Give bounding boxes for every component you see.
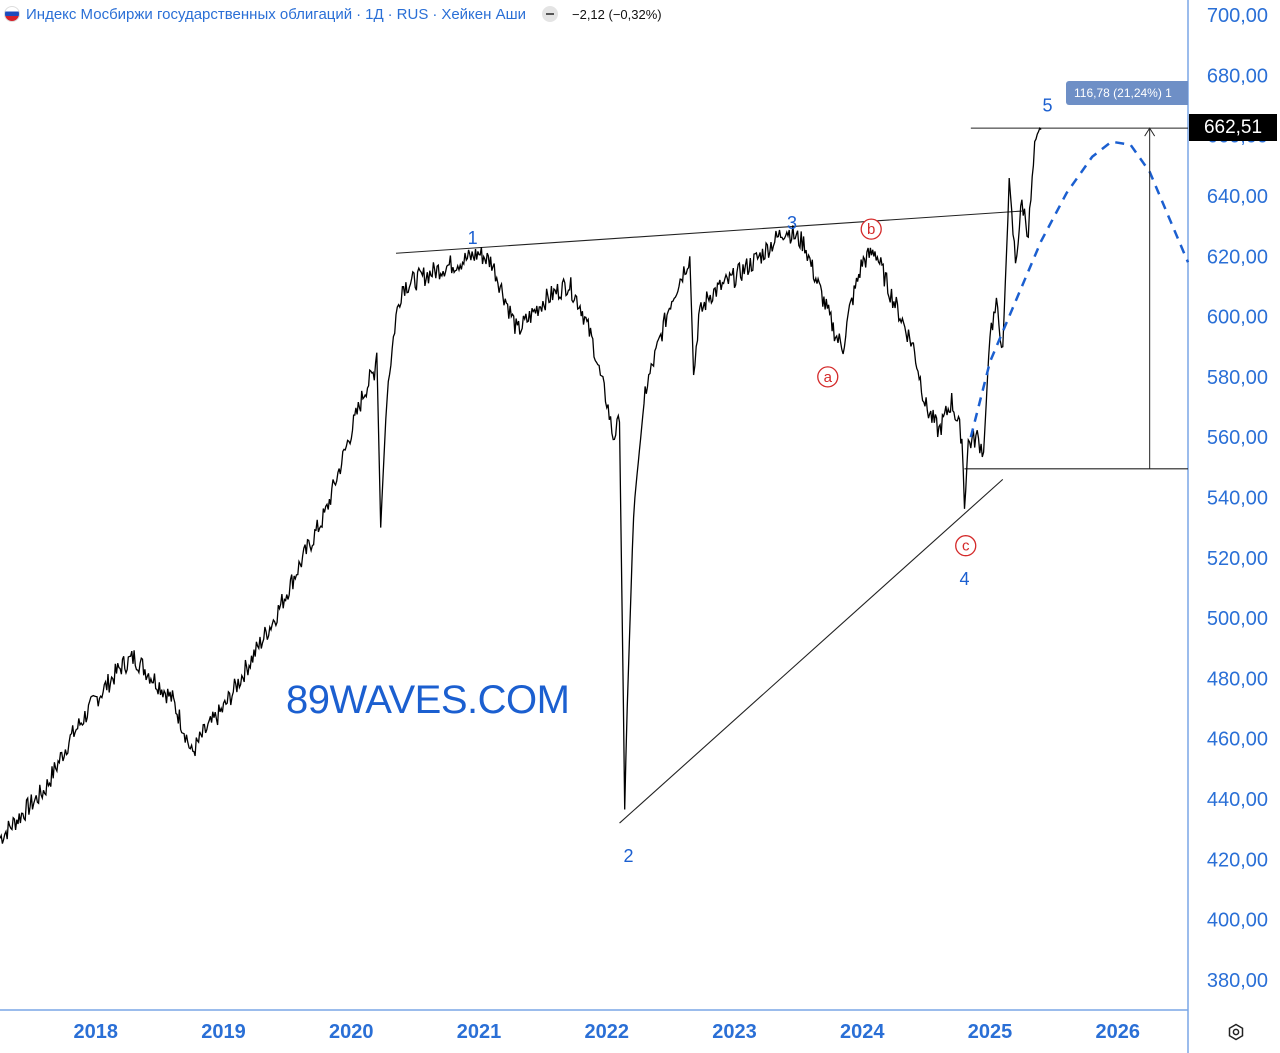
chart-guides: [0, 0, 1189, 1053]
y-tick-label: 480,00: [1207, 668, 1268, 690]
x-tick-label: 2022: [585, 1021, 630, 1043]
price-change: −2,12 (−0,32%): [572, 6, 662, 22]
separator: ·: [387, 5, 393, 23]
y-tick-label: 460,00: [1207, 729, 1268, 751]
y-tick-label: 620,00: [1207, 246, 1268, 268]
wave-label-circle: [955, 535, 977, 557]
wave-label-a: a: [824, 369, 833, 386]
wave-label-b: b: [867, 221, 875, 238]
measure-label: 116,78 (21,24%) 1: [1066, 81, 1188, 105]
y-tick-label: 540,00: [1207, 487, 1268, 509]
y-tick-label: 560,00: [1207, 427, 1268, 449]
exchange-label: RUS: [396, 5, 429, 23]
y-tick-label: 640,00: [1207, 186, 1268, 208]
wave-label-3: 3: [787, 213, 797, 233]
trendline: [395, 210, 1022, 254]
y-tick-label: 700,00: [1207, 5, 1268, 27]
y-axis[interactable]: 380,00 400,00 420,00 440,00 460,00 480,00 500,…: [1207, 5, 1268, 992]
price-series-line: [0, 126, 1042, 844]
y-tick-label: 680,00: [1207, 65, 1268, 87]
price-range-measure: [1144, 127, 1156, 469]
trendline: [619, 478, 1004, 824]
y-tick-label: 580,00: [1207, 367, 1268, 389]
y-tick-label: 520,00: [1207, 548, 1268, 570]
x-tick-label: 2021: [457, 1021, 502, 1043]
wave-label-5: 5: [1042, 96, 1052, 116]
wave-label-c: c: [962, 538, 970, 555]
x-tick-label: 2023: [712, 1021, 757, 1043]
wave-label-4: 4: [959, 569, 969, 589]
x-axis[interactable]: 2018 2019 2020 2021 2022 2023 2024 2025 2026: [74, 1021, 1140, 1043]
wave-label-2: 2: [623, 846, 633, 866]
russia-flag-icon: [4, 6, 20, 22]
minus-circle-icon[interactable]: [542, 6, 558, 22]
x-tick-label: 2024: [840, 1021, 885, 1043]
interval-label[interactable]: 1Д: [365, 5, 384, 23]
y-tick-label: 400,00: [1207, 910, 1268, 932]
separator: ·: [356, 5, 362, 23]
y-tick-label: 420,00: [1207, 849, 1268, 871]
x-tick-label: 2019: [201, 1021, 246, 1043]
x-tick-label: 2018: [74, 1021, 119, 1043]
last-price-label: 662,51: [1189, 114, 1277, 141]
measure-arrow-head: [1144, 127, 1156, 137]
y-tick-label: 440,00: [1207, 789, 1268, 811]
wave-label-circle: [860, 218, 882, 240]
separator: ·: [432, 5, 438, 23]
y-tick-label: 600,00: [1207, 307, 1268, 329]
instrument-title[interactable]: Индекс Мосбиржи государственных облигаци…: [26, 5, 353, 23]
chart-header: Индекс Мосбиржи государственных облигаци…: [4, 4, 662, 24]
y-tick-label: 500,00: [1207, 608, 1268, 630]
settings-icon[interactable]: [1227, 1023, 1245, 1041]
x-tick-label: 2026: [1095, 1021, 1140, 1043]
wave-label-circle: [817, 366, 839, 388]
wave-label-1: 1: [468, 228, 478, 248]
chart-style-label[interactable]: Хейкен Аши: [441, 5, 526, 23]
wave-labels: 1 2 3 4 5 a b c: [468, 96, 1053, 867]
projection-curve: [969, 140, 1190, 438]
x-tick-label: 2020: [329, 1021, 374, 1043]
watermark: 89WAVES.COM: [286, 678, 570, 722]
y-tick-label: 380,00: [1207, 970, 1268, 992]
trendlines: [395, 127, 1188, 824]
x-tick-label: 2025: [968, 1021, 1013, 1043]
